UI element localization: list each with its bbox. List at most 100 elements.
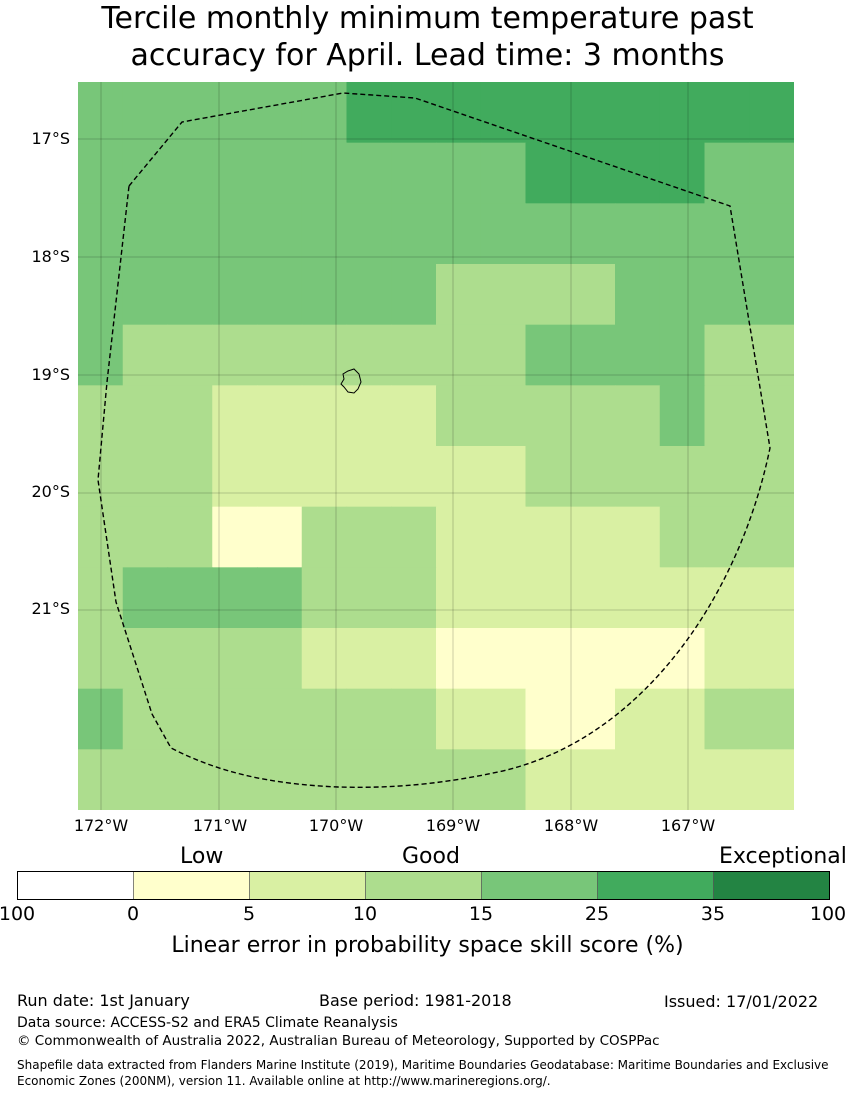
grid-cell [78,203,124,265]
grid-cell [525,749,571,810]
grid-cell [346,628,392,690]
grid-cell [525,567,571,629]
grid-cell [436,385,482,447]
grid-cell [525,324,571,386]
grid-cell [480,324,527,386]
grid-cell [346,82,392,144]
grid-cell [704,567,750,629]
legend-category-good: Good [402,844,460,869]
grid-cell [122,142,169,204]
grid-cell [525,688,571,750]
data-source: Data source: ACCESS-S2 and ERA5 Climate … [17,1015,398,1031]
grid-cell [257,506,303,568]
grid-cell [167,628,213,690]
grid-cell [659,688,706,750]
grid-cell [346,324,392,386]
grid-cell [391,506,437,568]
grid-cell [615,688,661,750]
grid-cell [122,385,169,447]
grid-cell [525,203,571,265]
grid-cell [704,688,750,750]
grid-cell [659,749,706,810]
grid-cell [570,142,616,204]
colorbar-tick-5: 25 [584,903,610,925]
grid-cell [436,567,482,629]
grid-cell [570,264,616,326]
grid-cell [212,567,258,629]
grid-cell [346,264,392,326]
grid-cell [480,749,527,810]
grid-cell [122,324,169,386]
grid-cell [704,446,750,508]
lon-label-169w: 169°W [425,816,481,835]
grid-cell [615,142,661,204]
grid-cell [749,142,794,204]
colorbar-tick-0: 100 [0,903,36,925]
lon-label-170w: 170°W [308,816,364,835]
grid-cell [436,142,482,204]
grid-cell [301,506,348,568]
grid-cell [704,506,750,568]
grid-cell [570,628,616,690]
grid-cell [480,142,527,204]
grid-cell [659,264,706,326]
grid-cell [257,142,303,204]
grid-cell [749,264,794,326]
lon-label-168w: 168°W [543,816,599,835]
legend-category-low: Low [180,844,224,869]
grid-cell [659,203,706,265]
skill-map [78,82,794,810]
grid-cell [570,506,616,568]
grid-cell [615,324,661,386]
grid-cell [570,749,616,810]
lat-label-20s: 20°S [31,482,70,501]
grid-cell [391,142,437,204]
grid-cell [167,385,213,447]
grid-cell [346,385,392,447]
grid-cell [301,385,348,447]
grid-cell [257,203,303,265]
grid-cell [346,567,392,629]
grid-cell [346,688,392,750]
grid-cell [257,628,303,690]
grid-cell [659,142,706,204]
grid-cell [480,203,527,265]
lat-label-17s: 17°S [31,129,70,148]
colorbar-segment [249,871,366,900]
grid-cell [346,142,392,204]
grid-cell [346,203,392,265]
grid-cell [257,688,303,750]
grid-cell [659,324,706,386]
grid-cell [436,203,482,265]
grid-cell [391,749,437,810]
grid-cell [301,264,348,326]
grid-cell [301,142,348,204]
island-outline [340,368,362,394]
grid-cell [122,446,169,508]
grid-cell [615,203,661,265]
grid-cell [257,324,303,386]
grid-cell [615,82,661,144]
grid-cell [78,567,124,629]
colorbar-segment [713,871,830,900]
grid-cell [122,203,169,265]
grid-cell [570,82,616,144]
grid-cell [122,264,169,326]
colorbar-tick-1: 0 [126,903,140,925]
grid-cell [122,688,169,750]
grid-cell [78,385,124,447]
grid-cell [391,567,437,629]
colorbar-tick-7: 100 [809,903,847,925]
run-date: Run date: 1st January [17,991,190,1010]
grid-cell [525,82,571,144]
grid-cell [659,567,706,629]
grid-cell [615,749,661,810]
grid-cell [167,688,213,750]
grid-cell [391,628,437,690]
grid-cell [525,264,571,326]
grid-cell [749,324,794,386]
lon-label-167w: 167°W [660,816,716,835]
grid-cell [257,82,303,144]
grid-cell [301,567,348,629]
grid-cell [704,82,750,144]
